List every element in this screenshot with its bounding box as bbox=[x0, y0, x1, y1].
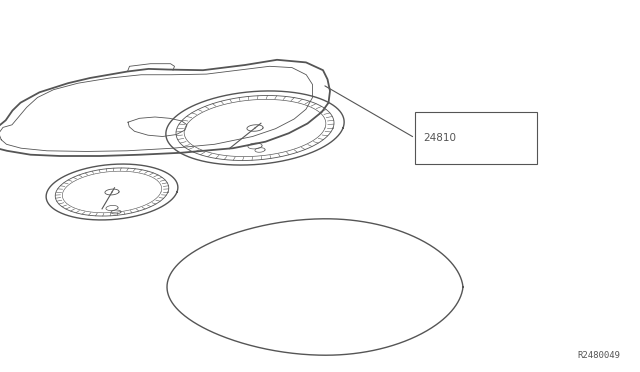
Bar bbox=[415, 112, 537, 164]
Text: R2480049: R2480049 bbox=[577, 351, 620, 360]
Text: 24810: 24810 bbox=[423, 133, 456, 143]
